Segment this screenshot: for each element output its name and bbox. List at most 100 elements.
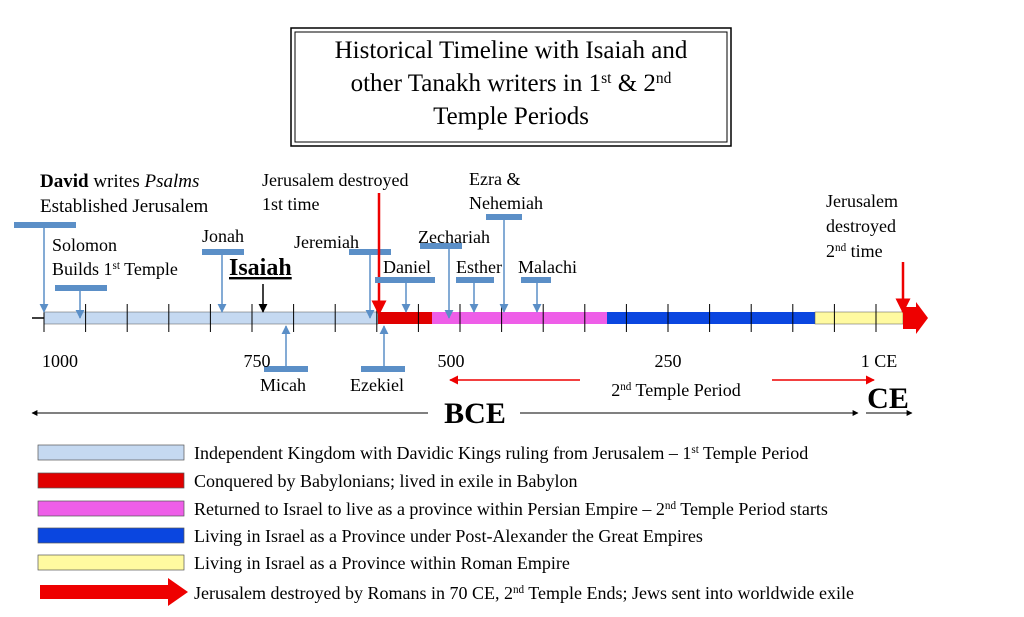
superscript: nd [513, 584, 525, 596]
text-run: Temple Periods [433, 103, 589, 130]
title-box-inner [294, 31, 728, 143]
pointer-bar [521, 277, 551, 283]
destruction-arrow [903, 302, 928, 334]
event-label: Zechariah [418, 227, 490, 247]
text-run: Jerusalem destroyed [262, 170, 408, 190]
superscript: nd [620, 381, 632, 393]
period-arrows [31, 375, 913, 416]
period-bars [32, 302, 928, 334]
superscript: st [113, 260, 121, 272]
text-run: Esther [456, 257, 502, 277]
event-label: Jeremiah [294, 232, 359, 252]
superscript: nd [656, 70, 672, 87]
text-run: Independent Kingdom with Davidic Kings r… [194, 443, 691, 463]
event-label: Jonah [202, 226, 244, 246]
text-run: 2 [611, 380, 620, 400]
text-run: Jonah [202, 226, 244, 246]
legend-label: Conquered by Babylonians; lived in exile… [194, 471, 577, 491]
event-label: Esther [456, 257, 502, 277]
text-run: Living in Israel as a Province under Pos… [194, 526, 703, 546]
event-label: Jerusalem destroyed [262, 170, 408, 190]
period-persian [432, 312, 607, 324]
event-label: Solomon [52, 235, 117, 255]
axis-label: 1000 [42, 351, 78, 371]
bce-label: BCE [444, 397, 506, 430]
legend [37, 444, 188, 606]
ce-label: CE [867, 382, 909, 415]
legend-swatch [40, 578, 188, 606]
pointer-bar [456, 277, 494, 283]
text-run: Nehemiah [469, 193, 543, 213]
text-run: Builds 1 [52, 259, 113, 279]
pointer-bar [349, 249, 391, 255]
text-run: time [846, 241, 883, 261]
event-label: Malachi [518, 257, 577, 277]
text-run: 1st time [262, 194, 320, 214]
legend-label: Independent Kingdom with Davidic Kings r… [194, 443, 808, 463]
pointer-bar [420, 243, 462, 249]
legend-label: Living in Israel as a Province within Ro… [194, 553, 570, 573]
superscript: st [691, 444, 699, 456]
legend-label: Living in Israel as a Province under Pos… [194, 526, 703, 546]
axis-label: 750 [244, 351, 271, 371]
event-label: 2nd time [826, 241, 883, 261]
event-label: Established Jerusalem [40, 196, 209, 217]
text-run: other Tanakh writers in 1 [351, 70, 602, 97]
text-run: Temple [120, 259, 178, 279]
period-first-temple [43, 311, 379, 325]
event-label: Micah [260, 375, 306, 395]
text-run: 2 [826, 241, 835, 261]
axis-label: 1 CE [861, 351, 898, 371]
text-run: writes [89, 171, 145, 192]
event-label: Ezra & [469, 169, 520, 189]
legend-swatch [37, 500, 185, 517]
period-hellenistic [607, 312, 815, 324]
text-run: Malachi [518, 257, 577, 277]
text-run: Zechariah [418, 227, 490, 247]
text-run: Isaiah [229, 255, 292, 281]
pointer-bar [361, 366, 405, 372]
text-run: Jerusalem destroyed by Romans in 70 CE, … [194, 583, 513, 603]
text-run: Conquered by Babylonians; lived in exile… [194, 471, 577, 491]
pointer-bar [264, 366, 308, 372]
legend-label: Jerusalem destroyed by Romans in 70 CE, … [194, 583, 854, 603]
event-pointers [14, 193, 911, 372]
text-run: David [40, 171, 89, 192]
period-label: 2nd Temple Period [611, 380, 741, 400]
text-run: Daniel [383, 257, 431, 277]
text-run: Temple Period starts [676, 499, 828, 519]
event-label: Jerusalem [826, 191, 898, 211]
axis-label: 500 [438, 351, 465, 371]
period-roman [814, 311, 904, 325]
text-run: Micah [260, 375, 306, 395]
text-run: Ezekiel [350, 375, 404, 395]
legend-swatch [37, 527, 185, 544]
event-label: Daniel [383, 257, 431, 277]
event-label: Nehemiah [469, 193, 543, 213]
text-run: Solomon [52, 235, 117, 255]
text-run: Jerusalem [826, 191, 898, 211]
event-label: destroyed [826, 216, 896, 236]
superscript: st [601, 70, 612, 87]
pointer-bar [14, 222, 76, 228]
text-run: Temple Period [699, 443, 808, 463]
title: Historical Timeline with Isaiah and [335, 37, 688, 64]
text-run: Jeremiah [294, 232, 359, 252]
pointer-bar [55, 285, 107, 291]
text-run: destroyed [826, 216, 896, 236]
text-run: Temple Period [631, 380, 740, 400]
legend-label: Returned to Israel to live as a province… [194, 499, 828, 519]
axis-ticks [43, 304, 877, 332]
legend-swatch [37, 444, 185, 461]
superscript: nd [835, 242, 847, 254]
text-run: Established Jerusalem [40, 196, 209, 217]
event-label: Isaiah [229, 255, 292, 281]
title: other Tanakh writers in 1st & 2nd [351, 70, 672, 98]
title: Temple Periods [433, 103, 589, 130]
text-run: Psalms [144, 171, 200, 192]
legend-swatch [37, 472, 185, 489]
event-label: David writes Psalms [40, 171, 199, 192]
event-label: Builds 1st Temple [52, 259, 178, 279]
legend-swatch [37, 554, 185, 571]
